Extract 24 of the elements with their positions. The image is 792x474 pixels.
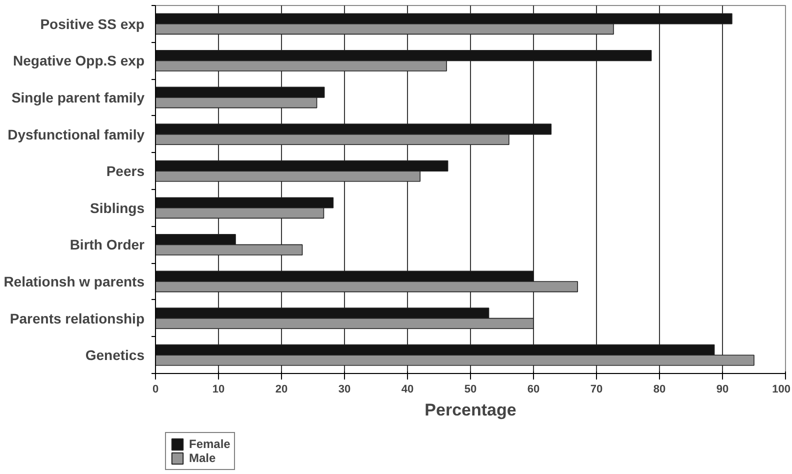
x-tick-label: 30 (338, 384, 351, 396)
y-tick-label: Positive SS exp (40, 16, 145, 32)
y-tick-label: Siblings (90, 200, 145, 216)
x-tick-label: 20 (275, 384, 288, 396)
x-tick-label: 0 (152, 384, 159, 396)
x-tick-label: 40 (401, 384, 414, 396)
y-tick-label: Birth Order (70, 236, 146, 253)
y-tick-label: Peers (106, 163, 145, 180)
y-tick-label: Genetics (85, 347, 145, 364)
x-tick-label: 100 (772, 384, 791, 396)
y-tick-label: Single parent family (11, 90, 145, 106)
x-tick-label: 90 (716, 384, 729, 396)
y-tick-label: Relationsh w parents (4, 274, 145, 290)
y-tick-label: Parents relationship (10, 310, 144, 326)
x-tick-label: 60 (527, 384, 540, 396)
x-tick-label: 50 (464, 384, 477, 396)
x-axis-title: Percentage (424, 400, 516, 420)
y-tick-label: Negative Opp.S exp (13, 52, 144, 69)
x-tick-label: 10 (212, 384, 225, 396)
x-tick-label: 80 (653, 384, 666, 396)
y-tick-label: Dysfunctional family (8, 126, 145, 142)
x-tick-label: 70 (590, 384, 603, 396)
legend-label: Male (189, 451, 216, 465)
legend-label: Female (189, 437, 230, 451)
